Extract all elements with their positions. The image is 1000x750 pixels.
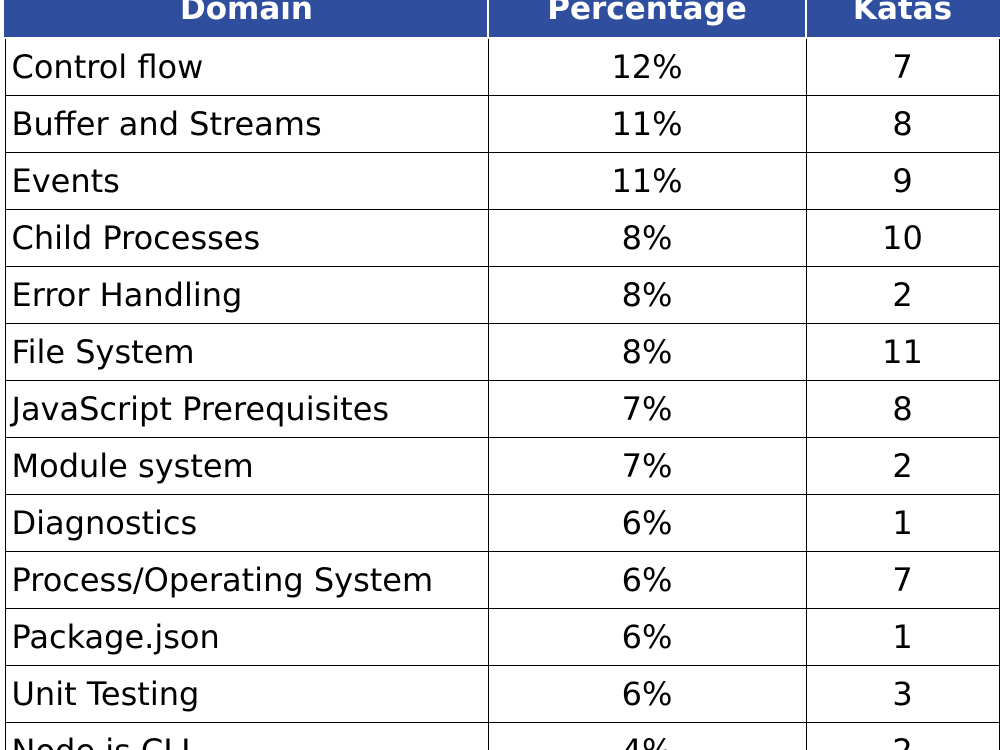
cell-katas[interactable]: 8 [805,380,1000,438]
table-row: Package.json 6% 1 [4,608,1000,666]
table-row: Unit Testing 6% 3 [4,665,1000,723]
cell-katas[interactable]: 7 [805,37,1000,96]
cell-katas[interactable]: 11 [805,323,1000,381]
cell-katas[interactable]: 9 [805,152,1000,210]
domain-table: Domain Percentage Katas Control flow 12%… [4,0,1000,750]
cell-katas[interactable]: 3 [805,665,1000,723]
cell-percentage[interactable]: 4% [487,722,807,750]
cell-percentage[interactable]: 8% [487,266,807,324]
cell-katas[interactable]: 8 [805,95,1000,153]
header-katas[interactable]: Katas [805,0,1000,39]
table-row: Module system 7% 2 [4,437,1000,495]
cell-katas[interactable]: 2 [805,266,1000,324]
cell-katas[interactable]: 2 [805,722,1000,750]
cell-percentage[interactable]: 7% [487,437,807,495]
cell-domain[interactable]: File System [4,323,489,381]
table-row: Diagnostics 6% 1 [4,494,1000,552]
cell-domain[interactable]: Events [4,152,489,210]
cell-domain[interactable]: Unit Testing [4,665,489,723]
cell-percentage[interactable]: 12% [487,37,807,96]
cell-percentage[interactable]: 6% [487,494,807,552]
table-row: Buffer and Streams 11% 8 [4,95,1000,153]
cell-domain[interactable]: Child Processes [4,209,489,267]
cell-katas[interactable]: 10 [805,209,1000,267]
cell-percentage[interactable]: 6% [487,608,807,666]
cell-percentage[interactable]: 6% [487,665,807,723]
table-row: Node.js CLI 4% 2 [4,722,1000,750]
cell-domain[interactable]: Control flow [4,37,489,96]
cell-domain[interactable]: Buffer and Streams [4,95,489,153]
cell-percentage[interactable]: 6% [487,551,807,609]
table-row: Control flow 12% 7 [4,37,1000,96]
cell-domain[interactable]: Error Handling [4,266,489,324]
table-row: Process/Operating System 6% 7 [4,551,1000,609]
cell-percentage[interactable]: 11% [487,152,807,210]
header-row: Domain Percentage Katas [4,0,1000,39]
header-domain[interactable]: Domain [4,0,489,39]
cell-katas[interactable]: 2 [805,437,1000,495]
cell-percentage[interactable]: 8% [487,323,807,381]
cell-domain[interactable]: Process/Operating System [4,551,489,609]
cell-percentage[interactable]: 11% [487,95,807,153]
cell-domain[interactable]: JavaScript Prerequisites [4,380,489,438]
cell-percentage[interactable]: 8% [487,209,807,267]
cell-katas[interactable]: 7 [805,551,1000,609]
table-row: File System 8% 11 [4,323,1000,381]
cell-domain[interactable]: Module system [4,437,489,495]
table-row: JavaScript Prerequisites 7% 8 [4,380,1000,438]
table-row: Child Processes 8% 10 [4,209,1000,267]
cell-katas[interactable]: 1 [805,494,1000,552]
header-percentage[interactable]: Percentage [487,0,807,39]
cell-domain[interactable]: Node.js CLI [4,722,489,750]
table-row: Error Handling 8% 2 [4,266,1000,324]
cell-domain[interactable]: Package.json [4,608,489,666]
cell-katas[interactable]: 1 [805,608,1000,666]
cell-percentage[interactable]: 7% [487,380,807,438]
table-row: Events 11% 9 [4,152,1000,210]
cell-domain[interactable]: Diagnostics [4,494,489,552]
